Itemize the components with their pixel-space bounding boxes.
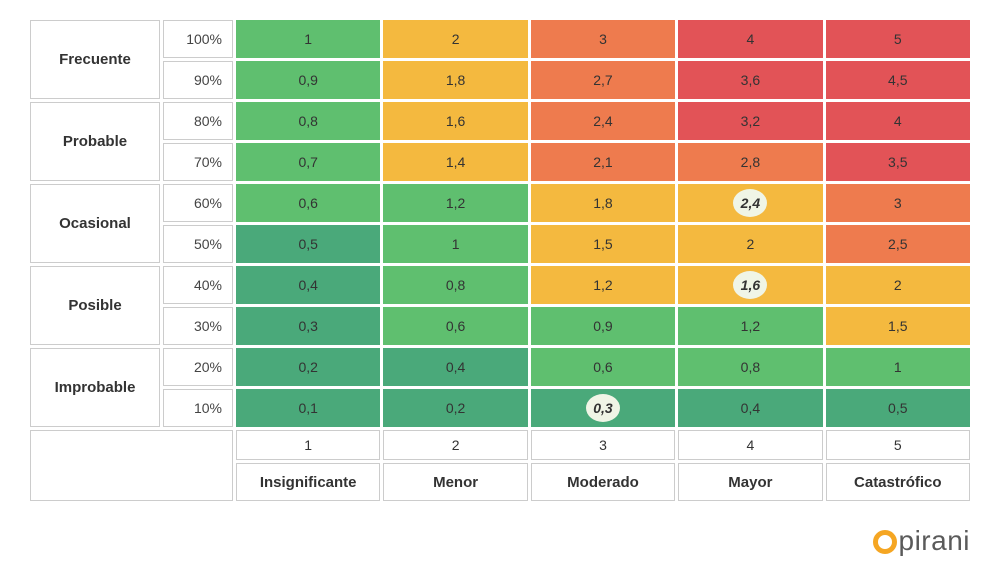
matrix-cell: 0,6 bbox=[383, 307, 527, 345]
matrix-cell: 1,5 bbox=[531, 225, 675, 263]
matrix-cell: 5 bbox=[826, 20, 970, 58]
row-group-label: Posible bbox=[30, 266, 160, 345]
brand-text: pirani bbox=[899, 525, 970, 556]
matrix-cell: 1,8 bbox=[383, 61, 527, 99]
matrix-cell: 2 bbox=[383, 20, 527, 58]
matrix-cell: 4,5 bbox=[826, 61, 970, 99]
column-label: Insignificante bbox=[236, 463, 380, 501]
matrix-cell: 1,6 bbox=[678, 266, 822, 304]
brand-ring-icon bbox=[873, 530, 897, 554]
matrix-cell: 2,4 bbox=[531, 102, 675, 140]
matrix-cell: 3 bbox=[531, 20, 675, 58]
brand-logo: pirani bbox=[30, 525, 970, 557]
column-number: 4 bbox=[678, 430, 822, 460]
matrix-cell: 3,5 bbox=[826, 143, 970, 181]
matrix-cell: 0,8 bbox=[678, 348, 822, 386]
percent-label: 70% bbox=[163, 143, 233, 181]
matrix-cell: 3,2 bbox=[678, 102, 822, 140]
matrix-cell: 1,5 bbox=[826, 307, 970, 345]
matrix-cell: 1,2 bbox=[383, 184, 527, 222]
column-label: Mayor bbox=[678, 463, 822, 501]
matrix-cell: 1,8 bbox=[531, 184, 675, 222]
matrix-cell: 2 bbox=[826, 266, 970, 304]
matrix-cell: 2,1 bbox=[531, 143, 675, 181]
footer-blank bbox=[30, 430, 233, 501]
row-group-label: Probable bbox=[30, 102, 160, 181]
percent-label: 10% bbox=[163, 389, 233, 427]
matrix-cell: 0,9 bbox=[236, 61, 380, 99]
matrix-cell: 1 bbox=[236, 20, 380, 58]
matrix-cell: 4 bbox=[826, 102, 970, 140]
risk-matrix: Frecuente100%1234590%0,91,82,73,64,5Prob… bbox=[30, 20, 970, 501]
percent-label: 80% bbox=[163, 102, 233, 140]
percent-label: 30% bbox=[163, 307, 233, 345]
matrix-cell: 0,8 bbox=[236, 102, 380, 140]
matrix-cell: 0,2 bbox=[236, 348, 380, 386]
matrix-cell: 0,2 bbox=[383, 389, 527, 427]
matrix-cell: 1,6 bbox=[383, 102, 527, 140]
matrix-cell: 0,9 bbox=[531, 307, 675, 345]
matrix-cell: 0,7 bbox=[236, 143, 380, 181]
column-number: 3 bbox=[531, 430, 675, 460]
matrix-cell: 0,5 bbox=[826, 389, 970, 427]
matrix-cell: 2 bbox=[678, 225, 822, 263]
percent-label: 50% bbox=[163, 225, 233, 263]
column-number: 2 bbox=[383, 430, 527, 460]
matrix-cell: 0,4 bbox=[383, 348, 527, 386]
column-label: Moderado bbox=[531, 463, 675, 501]
matrix-cell: 0,4 bbox=[236, 266, 380, 304]
column-label: Catastrófico bbox=[826, 463, 970, 501]
percent-label: 20% bbox=[163, 348, 233, 386]
percent-label: 100% bbox=[163, 20, 233, 58]
matrix-cell: 1 bbox=[383, 225, 527, 263]
percent-label: 40% bbox=[163, 266, 233, 304]
matrix-cell: 0,4 bbox=[678, 389, 822, 427]
matrix-cell: 1,2 bbox=[678, 307, 822, 345]
matrix-cell: 2,4 bbox=[678, 184, 822, 222]
matrix-cell: 0,6 bbox=[236, 184, 380, 222]
column-number: 1 bbox=[236, 430, 380, 460]
matrix-cell: 3 bbox=[826, 184, 970, 222]
matrix-cell: 0,3 bbox=[531, 389, 675, 427]
matrix-cell: 0,3 bbox=[236, 307, 380, 345]
matrix-cell: 3,6 bbox=[678, 61, 822, 99]
matrix-cell: 4 bbox=[678, 20, 822, 58]
matrix-cell: 1,2 bbox=[531, 266, 675, 304]
percent-label: 90% bbox=[163, 61, 233, 99]
matrix-cell: 0,5 bbox=[236, 225, 380, 263]
matrix-cell: 2,5 bbox=[826, 225, 970, 263]
percent-label: 60% bbox=[163, 184, 233, 222]
column-number: 5 bbox=[826, 430, 970, 460]
matrix-cell: 0,6 bbox=[531, 348, 675, 386]
matrix-cell: 2,8 bbox=[678, 143, 822, 181]
row-group-label: Frecuente bbox=[30, 20, 160, 99]
matrix-cell: 2,7 bbox=[531, 61, 675, 99]
column-label: Menor bbox=[383, 463, 527, 501]
row-group-label: Improbable bbox=[30, 348, 160, 427]
matrix-cell: 1,4 bbox=[383, 143, 527, 181]
matrix-cell: 0,8 bbox=[383, 266, 527, 304]
matrix-cell: 1 bbox=[826, 348, 970, 386]
matrix-cell: 0,1 bbox=[236, 389, 380, 427]
row-group-label: Ocasional bbox=[30, 184, 160, 263]
